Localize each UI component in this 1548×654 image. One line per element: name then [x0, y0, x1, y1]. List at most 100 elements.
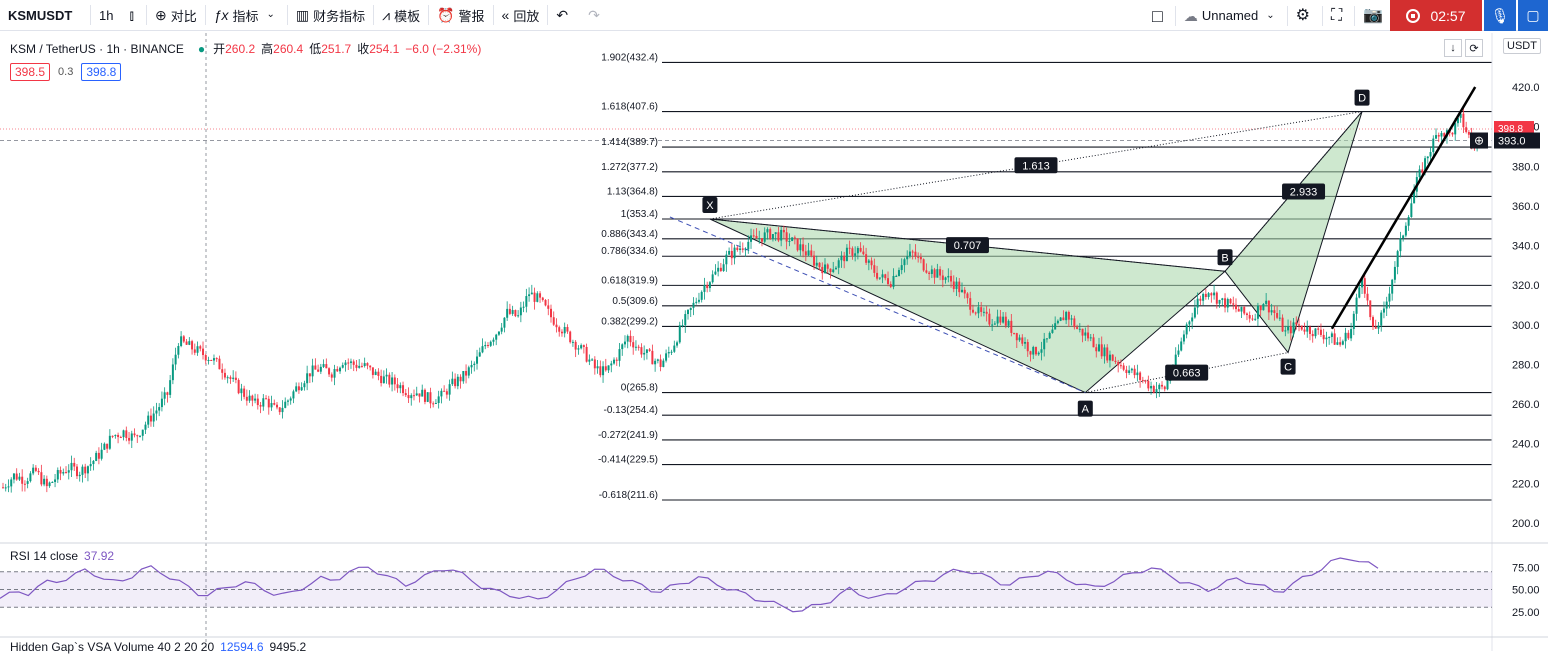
candle-body [45, 478, 48, 487]
candle-body [1147, 380, 1150, 389]
candle-body [1298, 324, 1301, 326]
candle-body [399, 385, 402, 389]
volume-indicator-label[interactable]: Hidden Gap`s VSA Volume 40 2 20 20 [10, 640, 215, 654]
plus-icon: ⊕ [1474, 134, 1484, 148]
candle-body [426, 392, 429, 402]
candle-body [1024, 341, 1027, 344]
layout-name: Unnamed [1201, 8, 1259, 23]
candle-body [1114, 360, 1117, 362]
candle-body [755, 235, 758, 239]
candle-body [1306, 326, 1309, 332]
candle-body [950, 275, 953, 282]
candle-body [286, 400, 289, 402]
recording-timer-button[interactable]: 02:57 [1390, 0, 1482, 31]
candle-body [1366, 293, 1369, 301]
candle-body [750, 235, 753, 242]
buy-button[interactable]: 398.8 [81, 63, 122, 81]
xabcd-pattern[interactable] [669, 111, 1363, 394]
candle-body [503, 317, 506, 328]
candle-body [719, 267, 722, 271]
candle-body [1076, 327, 1079, 329]
candle-body [360, 365, 363, 367]
candle-body [21, 476, 24, 484]
candle-body [623, 341, 626, 345]
candle-body [396, 384, 399, 389]
fib-label: 1.13(364.8) [607, 186, 658, 197]
candle-body [163, 392, 166, 399]
candle-body [1240, 307, 1243, 312]
window-button[interactable]: ▢ [1518, 0, 1548, 31]
layout-name-button[interactable]: ☁ Unnamed ⌄ [1176, 0, 1287, 31]
candle-body [813, 255, 816, 266]
candle-body [591, 359, 594, 361]
candle-body [62, 472, 65, 474]
candle-body [859, 247, 862, 252]
candle-body [1002, 316, 1005, 323]
candle-body [928, 272, 931, 274]
auto-scale-button[interactable]: ⟳ [1465, 39, 1483, 57]
undo-button[interactable]: ↶ [548, 0, 580, 31]
candle-body [744, 249, 747, 251]
candle-body [456, 376, 459, 387]
candle-body [1021, 337, 1024, 344]
ratio-ac-label: 0.663 [1173, 368, 1201, 380]
candle-body [758, 238, 761, 240]
rsi-label[interactable]: RSI 14 close [10, 549, 79, 563]
xa-dashed-line [669, 216, 1086, 394]
price-chart[interactable]: 1.902(432.4) 1.618(407.6) 1.414(389.7) 1.27… [0, 31, 1548, 651]
alert-button[interactable]: ⏰ 警报 [429, 0, 492, 31]
financials-button[interactable]: ▥ 财务指标 [288, 0, 373, 31]
toolbar-divider [204, 5, 206, 25]
fullscreen-button[interactable]: ⛶ [1323, 0, 1354, 31]
scroll-down-button[interactable]: ↓ [1444, 39, 1462, 57]
candle-body [352, 361, 355, 365]
candle-body [840, 255, 843, 261]
price-axis[interactable]: 420.0400.0380.0360.0340.0320.0300.0280.0… [1470, 33, 1548, 651]
last-price-text: 398.8 [1498, 124, 1523, 135]
ratio-ac-label-box [1165, 364, 1209, 381]
candle-body [656, 359, 659, 361]
legend-title[interactable]: KSM / TetherUS · 1h · BINANCE [10, 41, 184, 56]
redo-button[interactable]: ↷ [580, 0, 612, 31]
sell-button[interactable]: 398.5 [10, 63, 51, 81]
candle-body [706, 285, 709, 289]
fib-label: 0.786(334.6) [601, 246, 658, 257]
candle-body [1062, 317, 1065, 321]
candle-body [508, 308, 511, 314]
settings-button[interactable]: ⚙ [1288, 0, 1322, 31]
ratio-bd-label: 2.933 [1290, 186, 1318, 198]
candle-body [991, 324, 994, 326]
candle-body [223, 372, 226, 378]
candle-body [588, 359, 591, 362]
candle-body [799, 244, 802, 251]
replay-button[interactable]: « 回放 [494, 0, 548, 31]
candle-body [1361, 278, 1364, 288]
templates-button[interactable]: ⩘ 模板 [374, 0, 428, 31]
fullscreen-layout-button[interactable]: □ [1144, 0, 1175, 31]
candle-body [229, 377, 232, 379]
candle-body [903, 259, 906, 266]
candle-body [700, 291, 703, 300]
candle-body [867, 260, 870, 263]
compare-button[interactable]: ⊕ 对比 [147, 0, 205, 31]
scale-controls: ↓ ⟳ [1444, 39, 1486, 57]
fib-label: -0.414(229.5) [598, 455, 658, 466]
microphone-button[interactable]: 🎙 [1484, 0, 1516, 31]
candle-body [1193, 307, 1196, 318]
symbol-search-button[interactable]: KSMUSDT [8, 7, 73, 23]
chart-type-button[interactable]: ⫾ [121, 0, 145, 31]
candle-body [1098, 344, 1100, 352]
candle-body [1078, 328, 1081, 330]
candle-body [654, 360, 657, 365]
interval-button[interactable]: 1h [99, 7, 114, 23]
toolbar-divider [1286, 5, 1288, 26]
currency-label[interactable]: USDT [1503, 38, 1541, 54]
indicators-button[interactable]: ƒx 指标 ⌄ [206, 0, 287, 31]
rsi-legend: RSI 14 close 37.92 [10, 549, 114, 563]
candle-body [1462, 113, 1465, 128]
toolbar-divider [428, 5, 430, 25]
buy-sell-panel: 398.5 0.3 398.8 [10, 63, 122, 81]
price-tick-label: 200.0 [1512, 518, 1540, 530]
trendline[interactable] [1330, 86, 1477, 330]
snapshot-button[interactable]: 📷 [1355, 0, 1395, 31]
